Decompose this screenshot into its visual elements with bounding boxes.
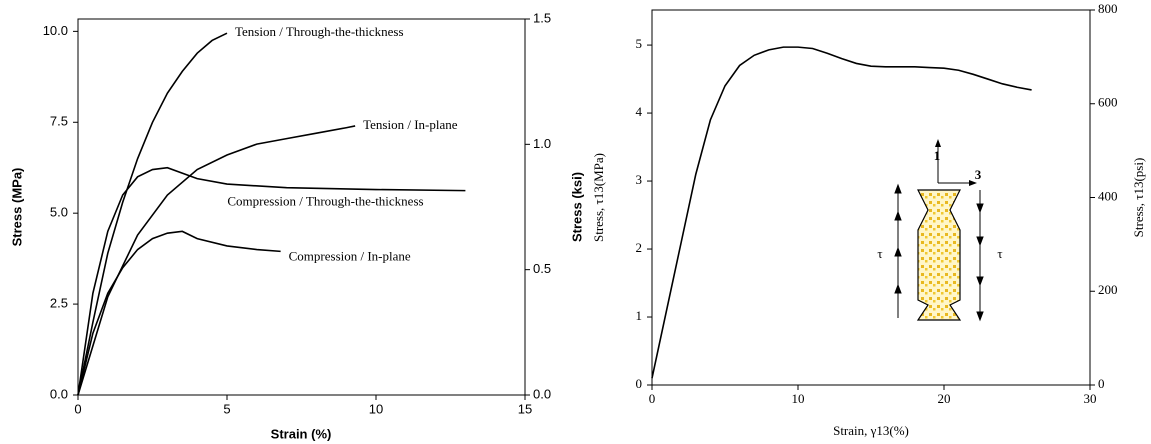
y-tick-label: 0.0 [50,386,68,401]
y-tick-label: 7.5 [50,114,68,129]
arrow-head [935,139,941,147]
annotation: τ [997,246,1002,261]
x-tick-label: 20 [938,391,951,406]
annotation: 1 [934,148,941,163]
annotation: τ [877,246,882,261]
x-tick-label: 10 [792,391,805,406]
arrow-head [969,180,977,186]
y2-tick-label: 400 [1098,188,1118,203]
x-tick-label: 0 [74,401,81,416]
series-label: Compression / In-plane [289,248,411,263]
y-tick-label: 10.0 [43,23,68,38]
data-line [651,46,1032,379]
y-tick-label: 4 [636,104,643,119]
plot-frame [77,18,526,396]
shear-diagram [894,139,984,322]
shear-arrows [894,183,984,322]
x-tick-label: 30 [1084,391,1097,406]
y2-tick-label: 0 [1098,376,1105,391]
y-axis-label: Stress, τ13(MPa) [591,153,606,242]
data-line [77,32,228,396]
data-line [77,125,356,396]
series-label: Tension / Through-the-thickness [235,24,404,39]
y2-axis-label: Stress (ksi) [569,172,584,242]
y2-tick-label: 800 [1098,1,1118,16]
data-line [77,230,281,396]
y2-tick-label: 1.5 [533,10,551,25]
x-axis-label: Strain (%) [271,426,332,441]
y2-tick-label: 600 [1098,95,1118,110]
y-tick-label: 5.0 [50,205,68,220]
y2-axis-label: Stress, τ13(psi) [1131,158,1146,238]
y-tick-label: 2 [636,240,643,255]
y-tick-label: 3 [636,172,643,187]
chart: 0 5 10 150.02.55.07.510.00.00.51.01.5Strain… [9,10,584,441]
y2-tick-label: 0.5 [533,261,551,276]
x-tick-label: 5 [223,401,230,416]
y-axis-label: Stress (MPa) [9,168,24,247]
x-tick-label: 0 [649,391,656,406]
annotation: 3 [975,167,982,182]
x-tick-label: 15 [518,401,532,416]
y2-tick-label: 200 [1098,282,1118,297]
y-tick-label: 1 [636,308,643,323]
y-tick-label: 5 [636,36,643,51]
series-label: Tension / In-plane [363,117,458,132]
y2-tick-label: 0.0 [533,386,551,401]
data-line [77,166,466,396]
x-axis-label: Strain, γ13(%) [833,423,909,438]
x-tick-label: 10 [369,401,383,416]
y2-tick-label: 1.0 [533,136,551,151]
series-label: Compression / Through-the-thickness [227,194,423,209]
y-tick-label: 2.5 [50,296,68,311]
specimen [916,189,962,321]
y-tick-label: 0 [636,376,643,391]
